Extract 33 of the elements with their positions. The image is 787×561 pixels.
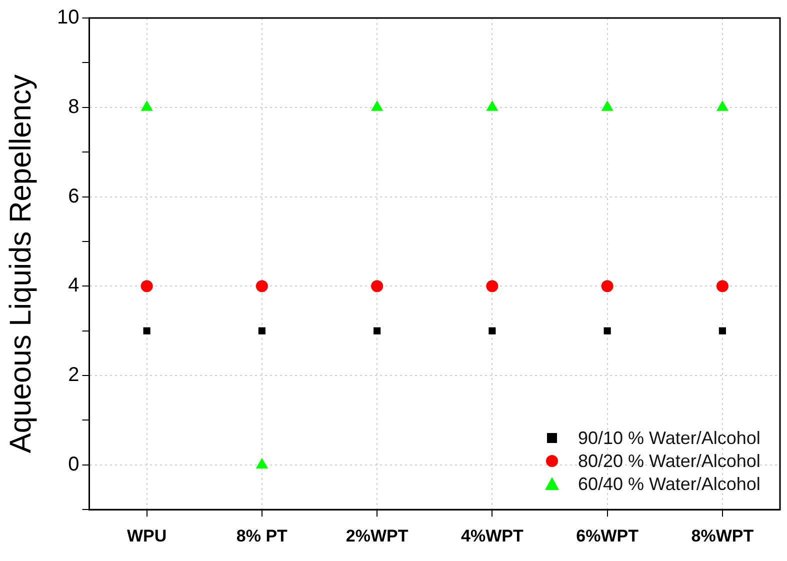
y-tick-label: 6 bbox=[68, 185, 80, 208]
point bbox=[140, 280, 153, 292]
point bbox=[371, 100, 384, 111]
y-tick-label: 4 bbox=[68, 274, 80, 297]
point bbox=[486, 280, 498, 292]
point bbox=[371, 280, 384, 292]
y-tick-label: 2 bbox=[68, 364, 80, 386]
y-tick-label: 0 bbox=[68, 453, 80, 476]
legend-label: 90/10 % Water/Alcohol bbox=[578, 426, 760, 450]
y-axis-title: Aqueous Liquids Repellency bbox=[4, 74, 38, 454]
point bbox=[718, 327, 726, 334]
point bbox=[601, 100, 614, 111]
point bbox=[604, 327, 611, 334]
point bbox=[140, 100, 153, 111]
x-tick-label: 8% PT bbox=[236, 526, 288, 546]
x-tick-label: 2%WPT bbox=[346, 526, 409, 546]
point bbox=[374, 327, 381, 334]
point bbox=[488, 327, 496, 334]
point bbox=[486, 100, 498, 111]
point bbox=[716, 280, 728, 292]
point bbox=[601, 280, 614, 292]
legend-label: 60/40 % Water/Alcohol bbox=[578, 472, 760, 496]
y-tick-label: 10 bbox=[56, 6, 80, 29]
y-tick-label: 8 bbox=[68, 96, 80, 118]
legend-label: 80/20 % Water/Alcohol bbox=[578, 450, 760, 473]
x-tick-label: 8%WPT bbox=[691, 526, 754, 546]
point bbox=[143, 327, 150, 334]
x-tick-label: WPU bbox=[126, 526, 167, 546]
x-tick-label: 6%WPT bbox=[576, 526, 640, 546]
point bbox=[256, 280, 268, 292]
point bbox=[258, 327, 266, 334]
point bbox=[716, 100, 728, 111]
x-tick-label: 4%WPT bbox=[461, 526, 524, 546]
